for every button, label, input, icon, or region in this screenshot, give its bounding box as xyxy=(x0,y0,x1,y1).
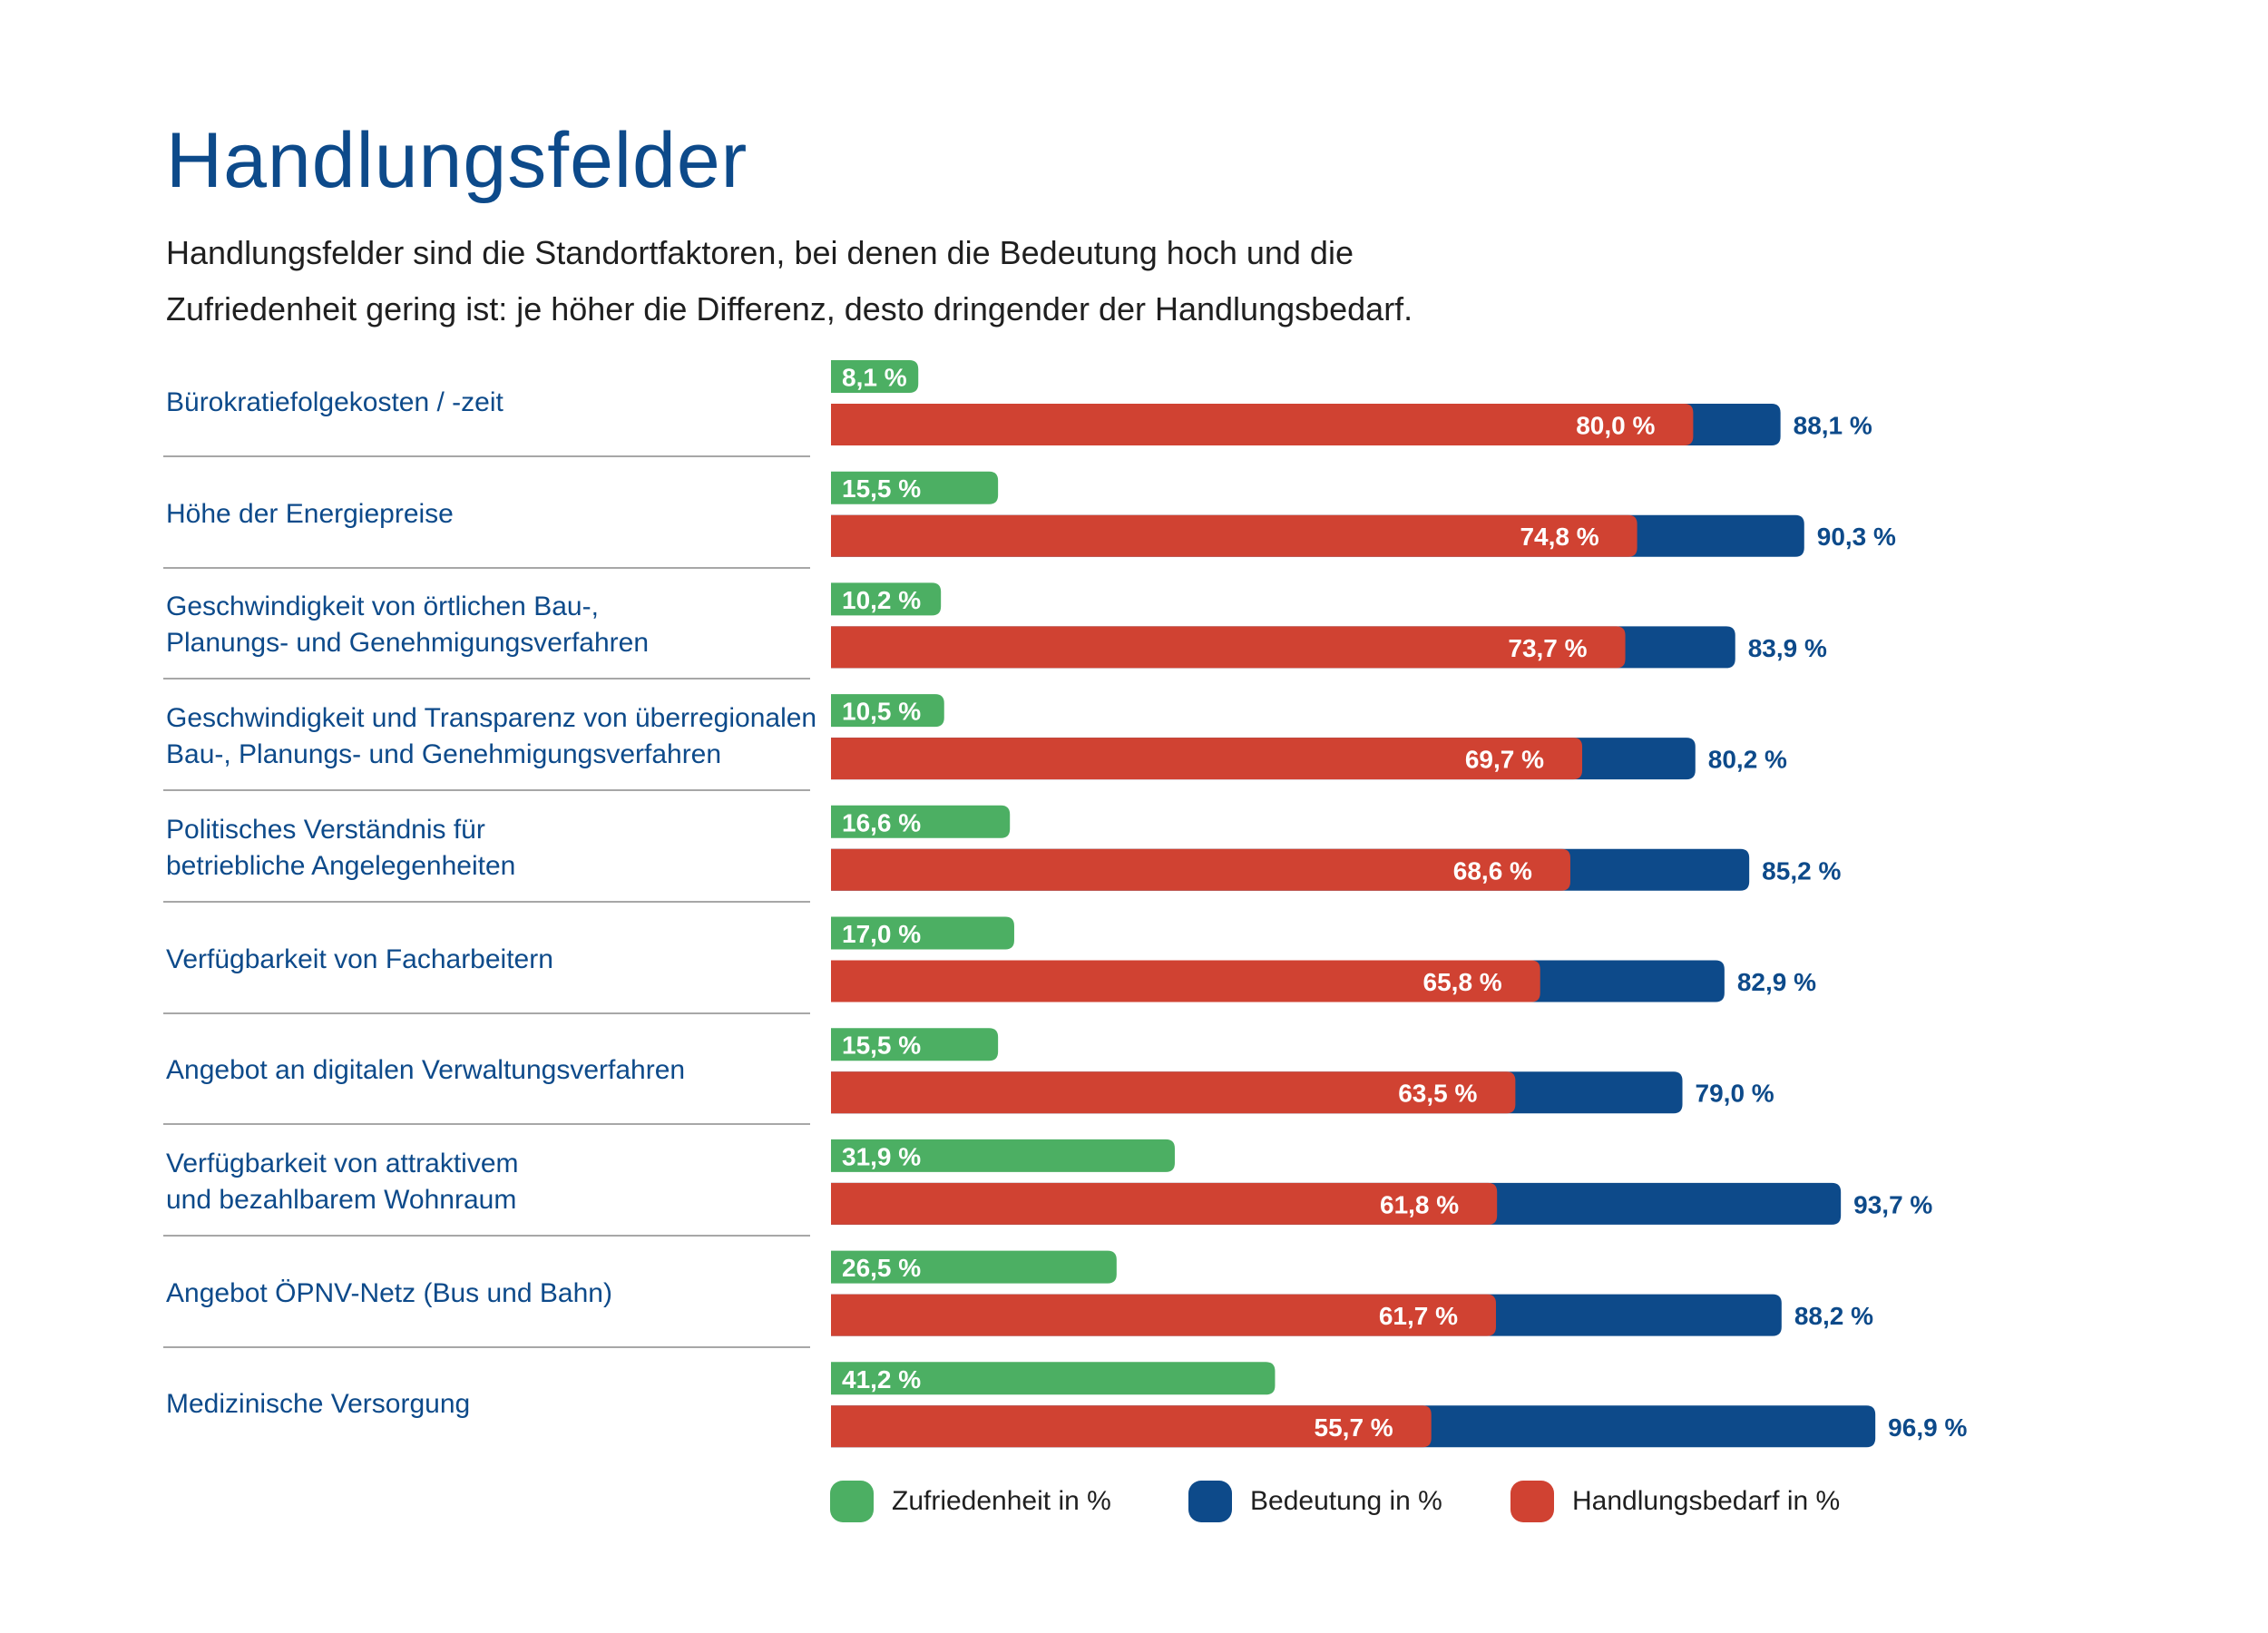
page-subtitle: Handlungsfelder sind die Standortfaktore… xyxy=(166,225,1890,337)
label-zufriedenheit-6: 17,0 % xyxy=(842,920,921,948)
label-bedeutung-10: 96,9 % xyxy=(1888,1413,1967,1442)
category-label-line: Angebot an digitalen Verwaltungsverfahre… xyxy=(166,1055,686,1086)
bar-handlungsbedarf-4 xyxy=(831,738,1583,780)
category-label-line: Geschwindigkeit und Transparenz von über… xyxy=(166,703,817,734)
bar-zufriedenheit-2 xyxy=(831,471,999,504)
label-handlungsbedarf-9: 61,7 % xyxy=(1379,1302,1458,1330)
label-handlungsbedarf-3: 73,7 % xyxy=(1508,634,1587,662)
category-label-line: Angebot ÖPNV-Netz (Bus und Bahn) xyxy=(166,1277,612,1308)
category-label-1: Bürokratiefolgekosten / -zeit xyxy=(166,355,819,451)
legend-label-bedeutung: Bedeutung in % xyxy=(1250,1486,1442,1516)
category-label-4: Geschwindigkeit und Transparenz von über… xyxy=(166,689,819,785)
category-label-line: Verfügbarkeit von attraktivem xyxy=(166,1148,519,1178)
legend-label-handlungsbedarf: Handlungsbedarf in % xyxy=(1572,1486,1841,1516)
bar-handlungsbedarf-10 xyxy=(831,1405,1432,1448)
row-separator xyxy=(163,455,810,457)
category-label-6: Verfügbarkeit von Facharbeitern xyxy=(166,912,819,1008)
label-handlungsbedarf-6: 65,8 % xyxy=(1423,968,1502,996)
legend-item-bedeutung: Bedeutung in % xyxy=(1188,1481,1442,1522)
category-label-line: Geschwindigkeit von örtlichen Bau-, xyxy=(166,592,599,622)
label-bedeutung-6: 82,9 % xyxy=(1737,968,1816,996)
label-bedeutung-7: 79,0 % xyxy=(1696,1080,1774,1108)
label-handlungsbedarf-1: 80,0 % xyxy=(1576,412,1655,440)
bar-zufriedenheit-3 xyxy=(831,582,942,616)
subtitle-line-2: Zufriedenheit gering ist: je höher die D… xyxy=(166,290,1413,328)
category-label-line: Medizinische Versorgung xyxy=(166,1389,471,1420)
page-title: Handlungsfelder xyxy=(166,117,748,204)
label-zufriedenheit-5: 16,6 % xyxy=(842,808,921,836)
bar-zufriedenheit-9 xyxy=(831,1250,1117,1284)
label-bedeutung-2: 90,3 % xyxy=(1817,523,1896,551)
legend-swatch-handlungsbedarf xyxy=(1510,1481,1554,1522)
label-zufriedenheit-8: 31,9 % xyxy=(842,1142,921,1170)
label-bedeutung-5: 85,2 % xyxy=(1762,856,1841,885)
label-bedeutung-9: 88,2 % xyxy=(1794,1302,1873,1330)
row-separator xyxy=(163,789,810,792)
category-label-7: Angebot an digitalen Verwaltungsverfahre… xyxy=(166,1022,819,1119)
bar-handlungsbedarf-7 xyxy=(831,1071,1516,1114)
category-label-line: und bezahlbarem Wohnraum xyxy=(166,1184,517,1215)
category-label-9: Angebot ÖPNV-Netz (Bus und Bahn) xyxy=(166,1246,819,1342)
bar-zufriedenheit-7 xyxy=(831,1028,999,1061)
category-label-line: Verfügbarkeit von Facharbeitern xyxy=(166,944,553,974)
label-bedeutung-3: 83,9 % xyxy=(1748,634,1827,662)
bar-handlungsbedarf-8 xyxy=(831,1182,1498,1225)
category-label-line: betriebliche Angelegenheiten xyxy=(166,850,516,881)
label-zufriedenheit-2: 15,5 % xyxy=(842,474,921,503)
legend-item-handlungsbedarf: Handlungsbedarf in % xyxy=(1510,1481,1840,1522)
label-handlungsbedarf-4: 69,7 % xyxy=(1465,746,1544,774)
legend-swatch-bedeutung xyxy=(1188,1481,1232,1522)
bar-handlungsbedarf-1 xyxy=(831,404,1694,445)
bar-handlungsbedarf-5 xyxy=(831,848,1570,891)
category-label-line: Politisches Verständnis für xyxy=(166,814,485,845)
legend-item-zufriedenheit: Zufriedenheit in % xyxy=(830,1481,1111,1522)
category-label-3: Geschwindigkeit von örtlichen Bau-, Planu… xyxy=(166,577,819,673)
category-label-5: Politisches Verständnis für betriebliche … xyxy=(166,800,819,896)
row-separator xyxy=(163,1345,810,1348)
row-separator xyxy=(163,678,810,680)
category-label-10: Medizinische Versorgung xyxy=(166,1356,819,1452)
bar-zufriedenheit-1 xyxy=(831,360,919,393)
label-handlungsbedarf-5: 68,6 % xyxy=(1453,856,1532,885)
category-label-line: Bürokratiefolgekosten / -zeit xyxy=(166,387,503,417)
label-zufriedenheit-3: 10,2 % xyxy=(842,586,921,614)
bar-handlungsbedarf-2 xyxy=(831,514,1637,557)
category-label-line: Bau-, Planungs- und Genehmigungsverfahre… xyxy=(166,739,722,770)
legend-swatch-zufriedenheit xyxy=(830,1481,874,1522)
label-handlungsbedarf-8: 61,8 % xyxy=(1380,1190,1459,1218)
category-label-line: Planungs- und Genehmigungsverfahren xyxy=(166,628,650,659)
label-zufriedenheit-9: 26,5 % xyxy=(842,1254,921,1282)
bar-handlungsbedarf-3 xyxy=(831,626,1626,669)
label-handlungsbedarf-2: 74,8 % xyxy=(1520,523,1598,551)
label-zufriedenheit-10: 41,2 % xyxy=(842,1365,921,1393)
bar-zufriedenheit-5 xyxy=(831,805,1011,838)
legend-label-zufriedenheit: Zufriedenheit in % xyxy=(892,1486,1111,1516)
category-label-line: Höhe der Energiepreise xyxy=(166,498,454,529)
label-handlungsbedarf-7: 63,5 % xyxy=(1398,1080,1477,1108)
bar-handlungsbedarf-9 xyxy=(831,1294,1496,1336)
row-separator xyxy=(163,900,810,903)
bar-zufriedenheit-6 xyxy=(831,916,1014,950)
bar-zufriedenheit-8 xyxy=(831,1139,1175,1172)
label-bedeutung-4: 80,2 % xyxy=(1708,746,1787,774)
label-handlungsbedarf-10: 55,7 % xyxy=(1315,1413,1393,1442)
row-separator xyxy=(163,566,810,569)
row-separator xyxy=(163,1123,810,1126)
label-zufriedenheit-4: 10,5 % xyxy=(842,698,921,726)
label-zufriedenheit-1: 8,1 % xyxy=(842,364,907,392)
subtitle-line-1: Handlungsfelder sind die Standortfaktore… xyxy=(166,234,1354,271)
label-bedeutung-1: 88,1 % xyxy=(1794,412,1872,440)
bar-handlungsbedarf-6 xyxy=(831,960,1540,1002)
bar-zufriedenheit-4 xyxy=(831,694,944,728)
bar-zufriedenheit-10 xyxy=(831,1362,1276,1395)
row-separator xyxy=(163,1012,810,1014)
row-separator xyxy=(163,1234,810,1237)
category-label-2: Höhe der Energiepreise xyxy=(166,466,819,562)
category-label-8: Verfügbarkeit von attraktivem und bezahlb… xyxy=(166,1134,819,1230)
label-bedeutung-8: 93,7 % xyxy=(1853,1190,1932,1218)
label-zufriedenheit-7: 15,5 % xyxy=(842,1032,921,1060)
